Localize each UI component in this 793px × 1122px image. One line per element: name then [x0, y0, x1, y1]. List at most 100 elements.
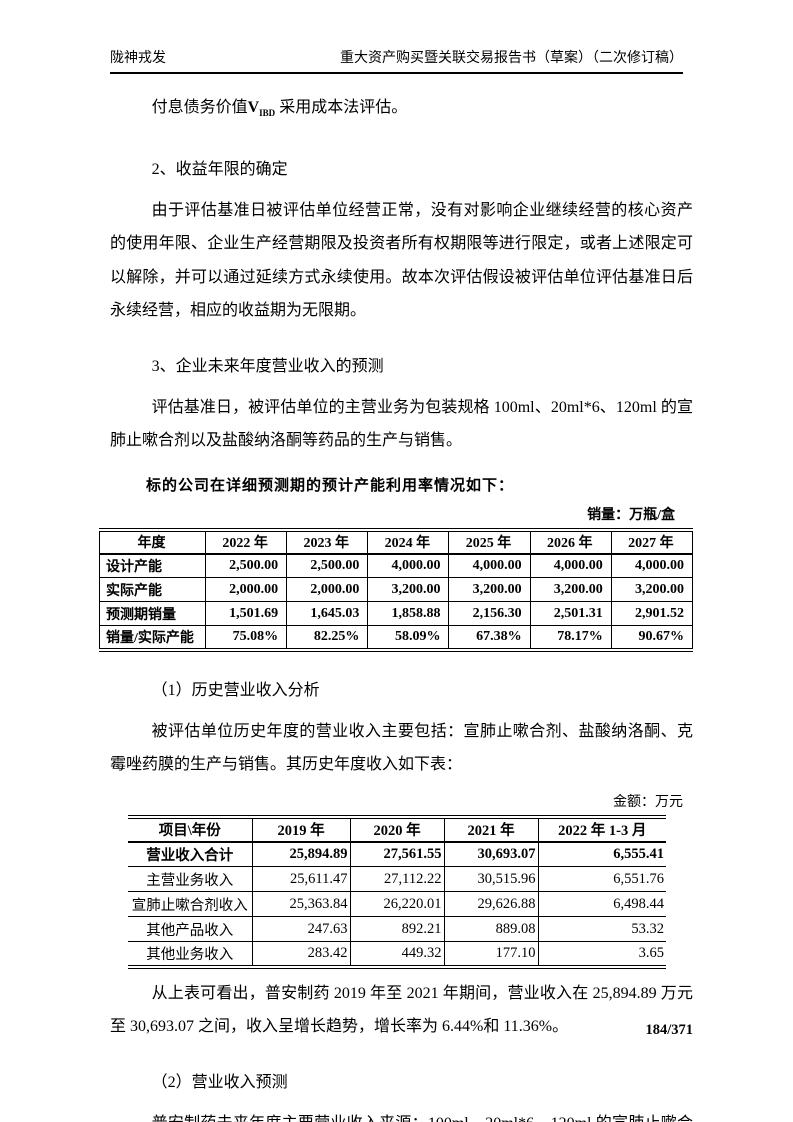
paragraph-conclusion: 从上表可看出，普安制药 2019 年至 2021 年期间，营业收入在 25,89…: [110, 984, 693, 1036]
cell-value: 4,000.00: [610, 553, 694, 579]
cell-value: 3,200.00: [529, 577, 612, 603]
cell-value: 75.08%: [204, 625, 288, 650]
cell-value: 177.10: [443, 941, 539, 967]
cell-value: 25,894.89: [251, 841, 351, 868]
paragraph-history: 被评估单位历史年度的营业收入主要包括：宣肺止嗽合剂、盐酸纳洛酮、克霉唑药膜的生产…: [110, 722, 693, 774]
row-label: 宣肺止嗽合剂收入: [128, 891, 253, 918]
paragraph-debt-value: 付息债务价值VIBD 采用成本法评估。: [110, 91, 693, 131]
table2-header-cell: 项目\年份: [128, 816, 253, 843]
table2-header-cell: 2019 年: [251, 816, 351, 843]
paragraph-base-date: 评估基准日，被评估单位的主营业务为包装规格 100ml、20ml*6、120ml…: [110, 398, 693, 450]
cell-value: 2,501.31: [529, 601, 612, 627]
paragraph-forecast2: 普安制药未来年度主要营业收入来源：100ml、20ml*6、120ml 的宣肺止…: [110, 1107, 693, 1122]
cell-value: 1,645.03: [286, 601, 369, 627]
header-company-name: 陇神戎发: [110, 51, 166, 66]
debt-value-text: 付息债务价值: [151, 99, 248, 116]
cell-value: 1,501.69: [204, 601, 288, 627]
table2-header-cell: 2021 年: [443, 816, 539, 843]
table-row-total: 营业收入合计 25,894.89 27,561.55 30,693.07 6,5…: [128, 841, 666, 868]
row-label: 设计产能: [99, 553, 206, 579]
cell-value: 53.32: [537, 916, 666, 943]
cell-value: 3,200.00: [367, 577, 450, 603]
cell-value: 4,000.00: [448, 553, 531, 579]
page-number: 184/371: [645, 1022, 693, 1038]
table1-header-cell: 2027 年: [610, 529, 694, 555]
table1-header-cell: 2025 年: [448, 529, 531, 555]
cell-value: 78.17%: [529, 625, 612, 650]
historical-revenue-table: 项目\年份 2019 年 2020 年 2021 年 2022 年 1-3 月 …: [128, 814, 666, 969]
row-label: 实际产能: [99, 577, 206, 603]
cell-value: 6,498.44: [537, 891, 666, 918]
cell-value: 29,626.88: [443, 891, 539, 918]
table2-unit-label: 金额：万元: [613, 794, 683, 810]
cell-value: 283.42: [251, 941, 351, 967]
row-label: 预测期销量: [99, 601, 206, 627]
cell-value: 3,200.00: [448, 577, 531, 603]
table-row: 其他业务收入 283.42 449.32 177.10 3.65: [128, 941, 666, 967]
heading-forecast2: （2）营业收入预测: [151, 1073, 288, 1091]
cell-value: 6,551.76: [537, 866, 666, 893]
table1-header-cell: 年度: [99, 529, 206, 555]
cell-value: 1,858.88: [367, 601, 450, 627]
cell-value: 2,500.00: [286, 553, 369, 579]
row-label: 其他业务收入: [128, 941, 253, 967]
page-content: 付息债务价值VIBD 采用成本法评估。 2、收益年限的确定 由于评估基准日被评估…: [99, 91, 694, 1122]
cell-value: 30,693.07: [443, 841, 539, 868]
cell-value: 2,500.00: [204, 553, 288, 579]
table-row: 设计产能 2,500.00 2,500.00 4,000.00 4,000.00…: [99, 553, 694, 579]
cell-value: 25,611.47: [251, 866, 351, 893]
cell-value: 30,515.96: [443, 866, 539, 893]
heading-income-years: 2、收益年限的确定: [151, 160, 288, 178]
cell-value: 26,220.01: [349, 891, 445, 918]
table-row: 其他产品收入 247.63 892.21 889.08 53.32: [128, 916, 666, 943]
cell-value: 27,112.22: [349, 866, 445, 893]
cell-value: 4,000.00: [367, 553, 450, 579]
debt-value-suffix: 采用成本法评估。: [275, 99, 408, 116]
cell-value: 6,555.41: [537, 841, 666, 868]
table1-header-cell: 2022 年: [204, 529, 288, 555]
heading-history-analysis: （1）历史营业收入分析: [151, 681, 320, 699]
page-header: 陇神戎发 重大资产购买暨关联交易报告书（草案）（二次修订稿）: [110, 0, 683, 74]
table-row: 主营业务收入 25,611.47 27,112.22 30,515.96 6,5…: [128, 866, 666, 893]
table1-header-cell: 2024 年: [367, 529, 450, 555]
table-row: 销量/实际产能 75.08% 82.25% 58.09% 67.38% 78.1…: [99, 625, 694, 650]
cell-value: 4,000.00: [529, 553, 612, 579]
cell-value: 82.25%: [286, 625, 369, 650]
table2-header-cell: 2022 年 1-3 月: [537, 816, 666, 843]
cell-value: 889.08: [443, 916, 539, 943]
header-report-title: 重大资产购买暨关联交易报告书（草案）（二次修订稿）: [340, 51, 683, 66]
cell-value: 90.67%: [610, 625, 694, 650]
cell-value: 67.38%: [448, 625, 531, 650]
table-row: 预测期销量 1,501.69 1,645.03 1,858.88 2,156.3…: [99, 601, 694, 627]
table-row: 实际产能 2,000.00 2,000.00 3,200.00 3,200.00…: [99, 577, 694, 603]
cell-value: 58.09%: [367, 625, 450, 650]
cell-value: 247.63: [251, 916, 351, 943]
row-label: 主营业务收入: [128, 866, 253, 893]
cell-value: 2,000.00: [286, 577, 369, 603]
table1-header-cell: 2023 年: [286, 529, 369, 555]
v-symbol: V: [247, 99, 260, 116]
cell-value: 3,200.00: [610, 577, 694, 603]
v-subscript-ibd: IBD: [259, 108, 276, 119]
cell-value: 2,000.00: [204, 577, 288, 603]
cell-value: 449.32: [349, 941, 445, 967]
cell-value: 25,363.84: [251, 891, 351, 918]
capacity-utilization-table: 年度 2022 年 2023 年 2024 年 2025 年 2026 年 20…: [99, 527, 694, 652]
row-label: 销量/实际产能: [99, 625, 206, 650]
cell-value: 2,901.52: [610, 601, 694, 627]
row-label: 营业收入合计: [128, 841, 253, 868]
cell-value: 892.21: [349, 916, 445, 943]
lead-capacity-utilization: 标的公司在详细预测期的预计产能利用率情况如下：: [146, 477, 515, 494]
table1-unit-label: 销量：万瓶/盒: [587, 507, 675, 523]
paragraph-income-years: 由于评估基准日被评估单位经营正常，没有对影响企业继续经营的核心资产的使用年限、企…: [110, 201, 693, 320]
cell-value: 27,561.55: [349, 841, 445, 868]
cell-value: 3.65: [537, 941, 666, 967]
table2-header-cell: 2020 年: [349, 816, 445, 843]
table-header-row: 年度 2022 年 2023 年 2024 年 2025 年 2026 年 20…: [99, 529, 694, 555]
cell-value: 2,156.30: [448, 601, 531, 627]
heading-revenue-forecast: 3、企业未来年度营业收入的预测: [151, 357, 384, 375]
table-row: 宣肺止嗽合剂收入 25,363.84 26,220.01 29,626.88 6…: [128, 891, 666, 918]
table1-header-cell: 2026 年: [529, 529, 612, 555]
table-header-row: 项目\年份 2019 年 2020 年 2021 年 2022 年 1-3 月: [128, 816, 666, 843]
